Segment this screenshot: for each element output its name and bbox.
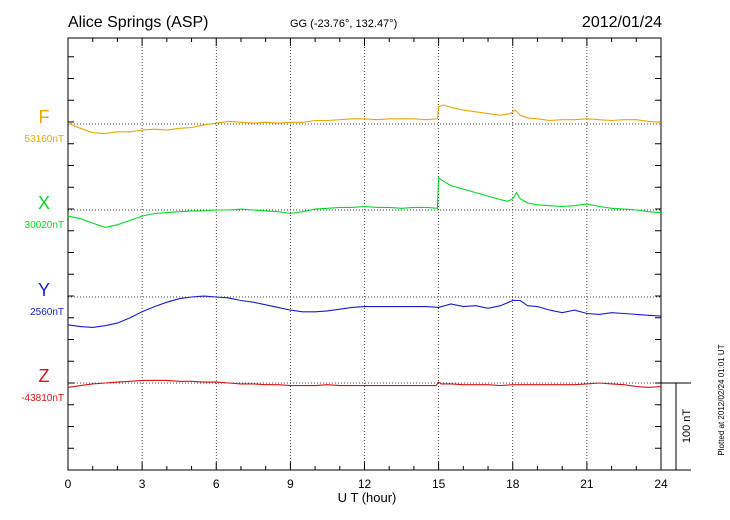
series-line-x [67, 176, 662, 228]
series-name-x: X [38, 193, 50, 213]
x-tick-label: 18 [506, 477, 520, 491]
x-tick-label: 6 [213, 477, 220, 491]
x-tick-label: 15 [432, 477, 446, 491]
x-tick-label: 12 [358, 477, 372, 491]
series-name-z: Z [39, 366, 50, 386]
station-title: Alice Springs (ASP) [68, 14, 209, 31]
axis-ticks [67, 38, 662, 471]
series-line-y [67, 295, 662, 328]
series-line-z [67, 379, 662, 388]
series-name-y: Y [38, 280, 50, 300]
series-lines [67, 104, 662, 388]
series-baseline-y: 2560nT [30, 307, 64, 318]
date-label: 2012/01/24 [582, 14, 662, 31]
series-baseline-z: -43810nT [21, 393, 64, 404]
x-tick-label: 0 [65, 477, 72, 491]
series-name-f: F [39, 107, 50, 127]
x-tick-label: 9 [287, 477, 294, 491]
scale-bar-label: 100 nT [681, 409, 693, 444]
station-coordinates: GG (-23.76°, 132.47°) [290, 18, 397, 30]
x-tick-label: 3 [139, 477, 146, 491]
x-axis-label: U T (hour) [338, 490, 397, 505]
series-labels: F 53160nT X 30020nT Y 2560nT Z -43810nT [21, 107, 64, 404]
x-tick-labels: 0 3 6 9 12 15 18 21 24 [65, 477, 668, 491]
x-tick-label: 21 [580, 477, 594, 491]
series-baseline-x: 30020nT [25, 220, 64, 231]
x-tick-label: 24 [654, 477, 668, 491]
grid [68, 38, 661, 470]
scale-bar: 100 nT [661, 382, 693, 471]
plotted-timestamp: Plotted at 2012/02/24 01:01 UT [717, 344, 726, 455]
series-line-f [67, 104, 662, 135]
series-baseline-f: 53160nT [25, 134, 64, 145]
